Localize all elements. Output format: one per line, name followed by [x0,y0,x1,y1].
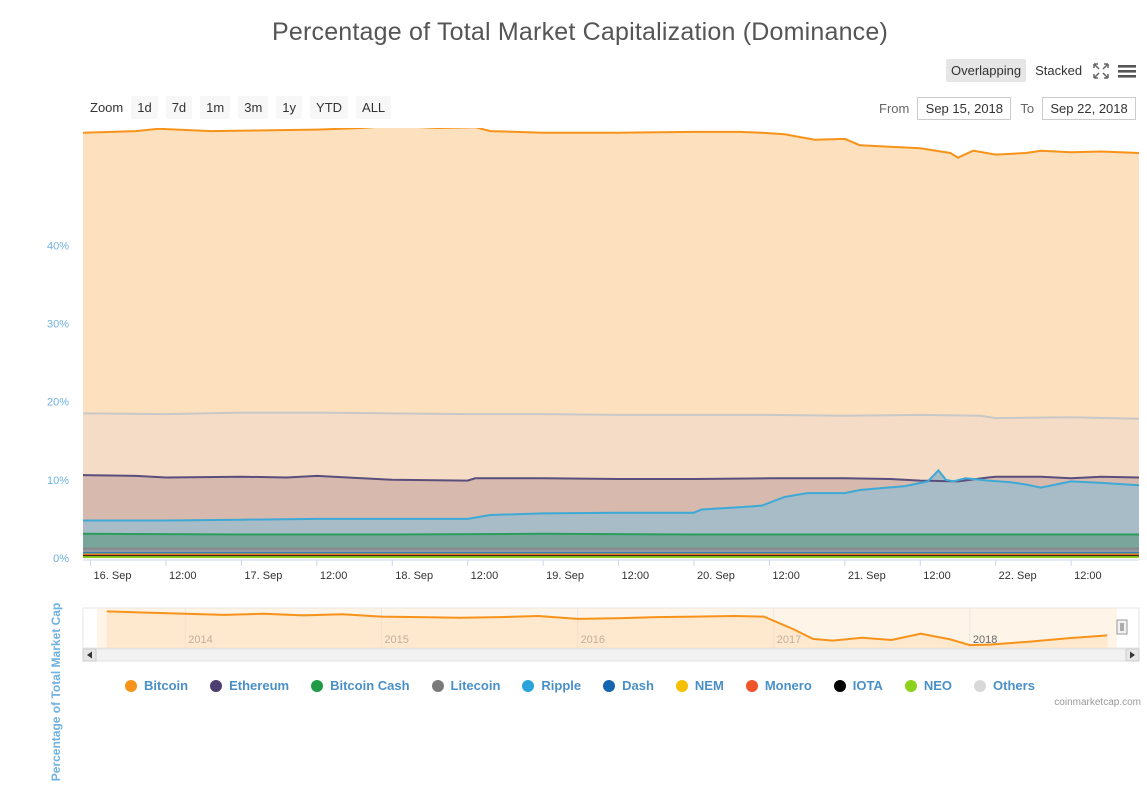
date-range-selector: From Sep 15, 2018 To Sep 22, 2018 [879,97,1145,120]
legend-item-bitcoin[interactable]: Bitcoin [125,678,188,693]
to-date-input[interactable]: Sep 22, 2018 [1042,97,1137,120]
line-bitcoin-cash [83,532,1139,536]
legend-item-iota[interactable]: IOTA [833,678,883,693]
zoom-1m-button[interactable]: 1m [200,96,231,119]
legend-label: Others [993,678,1035,693]
zoom-label: Zoom [90,100,124,115]
x-tick-label: 20. Sep [697,570,735,582]
fullscreen-icon[interactable] [1092,62,1110,80]
legend-marker [675,679,688,692]
legend-marker [974,679,987,692]
legend-label: Bitcoin [144,678,189,693]
view-mode-toggle: Overlapping Stacked [946,59,1091,82]
line-others [83,411,1139,420]
navigator-tick-label: 2018 [973,634,997,646]
scroll-left-arrow-icon [87,651,92,659]
scroll-right-arrow-icon [1130,651,1135,659]
y-tick-label: 40% [47,240,69,252]
legend-label: Ripple [541,678,582,693]
legend-label: Dash [622,678,654,693]
x-tick-label: 17. Sep [244,570,282,582]
from-date-input[interactable]: Sep 15, 2018 [917,97,1012,120]
stacked-button[interactable]: Stacked [1035,63,1083,78]
zoom-7d-button[interactable]: 7d [165,96,193,119]
legend-marker [603,679,616,692]
legend: Bitcoin Ethereum Bitcoin Cash Litecoin Rippl… [0,678,1147,693]
legend-label: NEO [923,678,953,693]
zoom-3m-button[interactable]: 3m [238,96,269,119]
credit-text[interactable]: coinmarketcap.com [1054,697,1141,708]
legend-label: NEM [694,678,724,693]
legend-marker [311,679,324,692]
overlapping-button[interactable]: Overlapping [946,59,1027,82]
legend-label: Monero [764,678,812,693]
x-tick-label: 18. Sep [395,570,433,582]
legend-item-others[interactable]: Others [974,678,1035,693]
x-tick-label: 12:00 [622,570,650,582]
legend-marker [745,679,758,692]
legend-item-litecoin[interactable]: Litecoin [431,678,501,693]
legend-marker [125,679,138,692]
legend-marker [904,679,917,692]
navigator-line [106,610,1108,647]
y-tick-label: 30% [47,318,69,330]
legend-label: IOTA [852,678,883,693]
line-ethereum [83,474,1139,483]
x-tick-label: 12:00 [320,570,348,582]
to-label: To [1020,101,1035,116]
x-tick-label: 21. Sep [848,570,886,582]
x-tick-label: 16. Sep [94,570,132,582]
legend-label: Litecoin [450,678,501,693]
legend-item-nem[interactable]: NEM [675,678,724,693]
line-bitcoin [83,128,1139,159]
x-tick-label: 22. Sep [999,570,1037,582]
legend-marker [431,679,444,692]
legend-item-ripple[interactable]: Ripple [522,678,581,693]
dominance-chart: 0% 10% 20% 30% 40% 16. Sep 12:00 17. Sep 12:00 18… [47,128,1140,662]
x-tick-label: 12:00 [1074,570,1102,582]
x-tick-label: 12:00 [169,570,197,582]
zoom-ytd-button[interactable]: YTD [310,96,349,119]
y-tick-label: 0% [53,553,69,565]
navigator-handle[interactable] [1116,619,1128,635]
legend-marker [522,679,535,692]
hamburger-menu-icon[interactable] [1118,62,1136,80]
legend-marker [833,679,846,692]
zoom-all-button[interactable]: ALL [356,96,392,119]
legend-item-monero[interactable]: Monero [745,678,812,693]
chart-title: Percentage of Total Market Capitalizatio… [272,18,888,46]
legend-item-dash[interactable]: Dash [603,678,654,693]
legend-item-ethereum[interactable]: Ethereum [210,678,289,693]
series-group [83,128,1139,558]
zoom-controls: Zoom 1d 7d 1m 3m 1y YTD ALL [90,96,399,119]
x-tick-label: 19. Sep [546,570,584,582]
x-tick-label: 12:00 [923,570,951,582]
legend-marker [210,679,223,692]
from-label: From [879,101,910,116]
y-tick-label: 10% [47,475,69,487]
legend-item-bitcoin-cash[interactable]: Bitcoin Cash [311,678,410,693]
legend-label: Bitcoin Cash [330,678,410,693]
y-tick-label: 20% [47,397,69,409]
legend-label: Ethereum [229,678,290,693]
x-tick-label: 12:00 [772,570,800,582]
scrollbar-track[interactable] [82,648,1140,662]
legend-item-neo[interactable]: NEO [904,678,953,693]
x-tick-label: 12:00 [471,570,499,582]
zoom-1d-button[interactable]: 1d [131,96,158,119]
line-ripple [83,468,1139,522]
zoom-1y-button[interactable]: 1y [276,96,303,119]
